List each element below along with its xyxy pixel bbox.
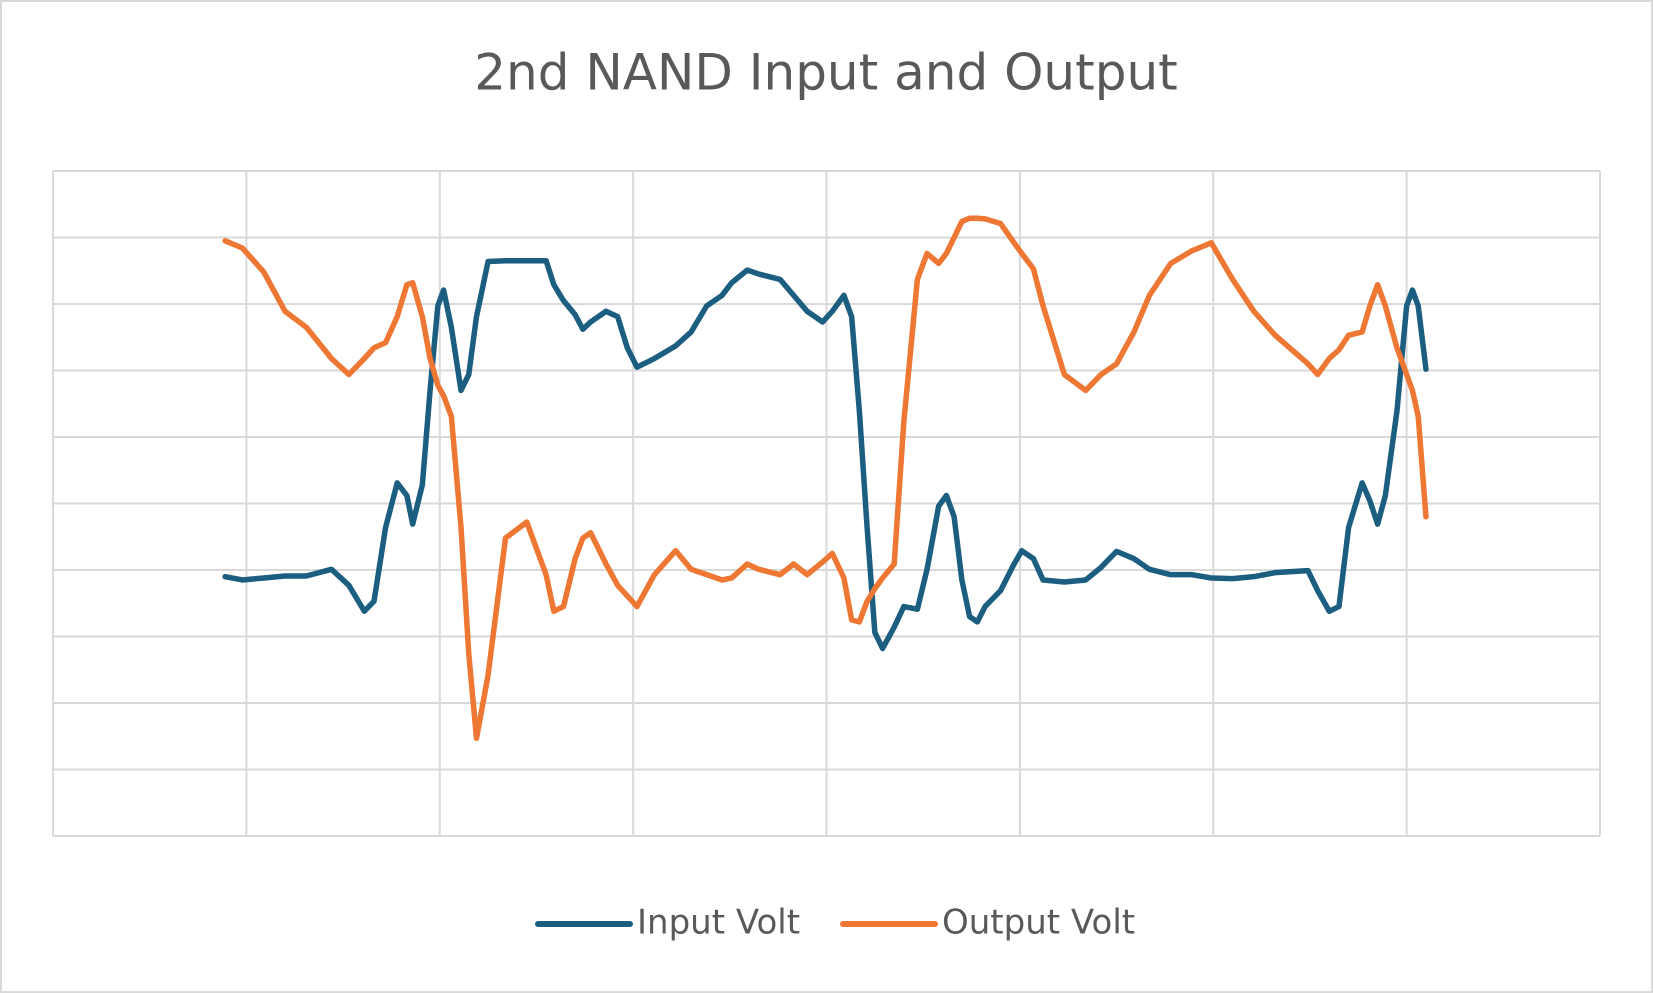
- line-series: [222, 258, 1429, 652]
- legend-label: Input Volt: [637, 903, 800, 943]
- chart-title: 2nd NAND Input and Output: [474, 44, 1178, 102]
- line-series: [222, 215, 1429, 741]
- legend-label: Output Volt: [942, 903, 1135, 943]
